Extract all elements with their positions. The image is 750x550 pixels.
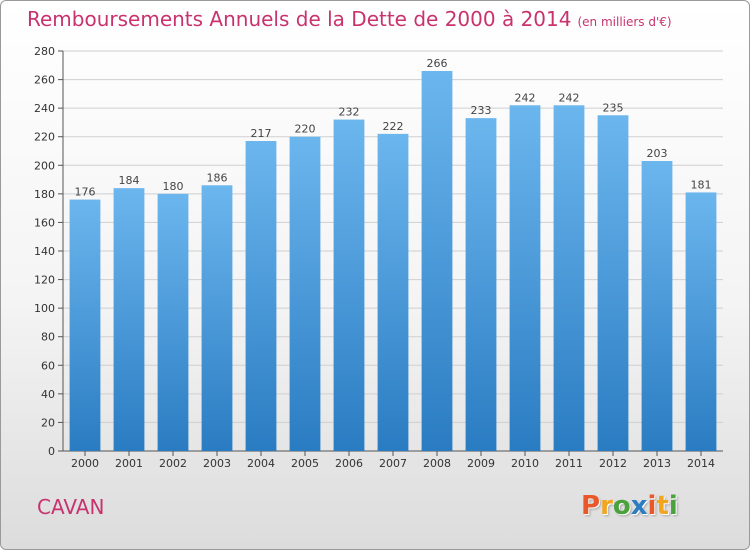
bar [157,193,189,451]
bar [289,136,321,451]
y-tick-label: 20 [41,416,55,429]
y-tick-label: 60 [41,359,55,372]
bar-value-label: 266 [427,57,448,70]
bars [69,71,717,452]
logo-letter: i [668,491,678,521]
x-tick-label: 2013 [643,457,671,470]
bar-value-label: 242 [515,91,536,104]
bar [685,192,717,451]
value-labels: 176 184 180 186 217 220 232 222 266 233 242 242 235 2… [75,57,712,199]
x-tick-label: 2002 [159,457,187,470]
bar [641,161,673,451]
logo-letter: i [647,491,657,521]
bar [509,105,541,452]
x-tick-label: 2008 [423,457,451,470]
x-tick-label: 2005 [291,457,319,470]
bar-value-label: 235 [603,101,624,114]
y-tick-label: 80 [41,331,55,344]
bar [553,105,585,452]
y-tick-label: 160 [34,216,55,229]
y-tick-label: 260 [34,74,55,87]
proxiti-logo[interactable]: Proxiti [581,491,678,521]
bar-value-label: 233 [471,104,492,117]
bar-value-label: 186 [207,171,228,184]
x-tick-label: 2011 [555,457,583,470]
x-tick-label: 2006 [335,457,363,470]
x-tick-labels: 2000 2001 2002 2003 2004 2005 2006 2007 2008 2009… [71,457,715,470]
x-tick-label: 2009 [467,457,495,470]
logo-letter: t [656,491,669,521]
y-tick-label: 280 [34,45,55,58]
logo-letter: o [612,491,631,521]
chart-unit-note: (en milliers d'€) [577,15,672,29]
x-tick-label: 2014 [687,457,715,470]
y-tick-label: 40 [41,388,55,401]
x-tick-label: 2001 [115,457,143,470]
chart-title-text: Remboursements Annuels de la Dette de 20… [27,7,572,31]
y-tick-label: 180 [34,188,55,201]
bar-value-label: 242 [559,91,580,104]
y-tick-label: 120 [34,274,55,287]
x-tick-label: 2007 [379,457,407,470]
bar [421,71,453,451]
x-tick-label: 2003 [203,457,231,470]
x-tick-label: 2000 [71,457,99,470]
chart-title: Remboursements Annuels de la Dette de 20… [27,7,672,31]
y-tick-label: 200 [34,159,55,172]
y-tick-label: 100 [34,302,55,315]
bar [377,133,409,451]
y-tick-labels: 0 20 40 60 80 100 120 140 160 180 200 220 240 260 280 [34,45,55,458]
bar [465,118,497,452]
bar [333,119,365,452]
bar-value-label: 176 [75,186,96,199]
bar-value-label: 181 [691,178,712,191]
bar-value-label: 217 [251,127,272,140]
x-tick-label: 2004 [247,457,275,470]
bar-value-label: 203 [647,147,668,160]
bar-value-label: 220 [295,123,316,136]
bar [597,115,629,452]
y-tick-label: 220 [34,131,55,144]
logo-letter: r [600,491,613,521]
bar-value-label: 232 [339,106,360,119]
logo-letter: x [630,491,648,521]
bar [69,199,101,451]
bar-value-label: 184 [119,174,140,187]
y-tick-label: 140 [34,245,55,258]
bar-value-label: 180 [163,180,184,193]
x-tick-label: 2010 [511,457,539,470]
bar [245,141,277,451]
logo-letter: P [581,491,601,521]
bar [201,185,233,452]
bar-value-label: 222 [383,120,404,133]
bar [113,188,145,451]
commune-name: CAVAN [37,495,105,519]
y-tick-label: 240 [34,102,55,115]
x-tick-label: 2012 [599,457,627,470]
y-tick-label: 0 [48,445,55,458]
